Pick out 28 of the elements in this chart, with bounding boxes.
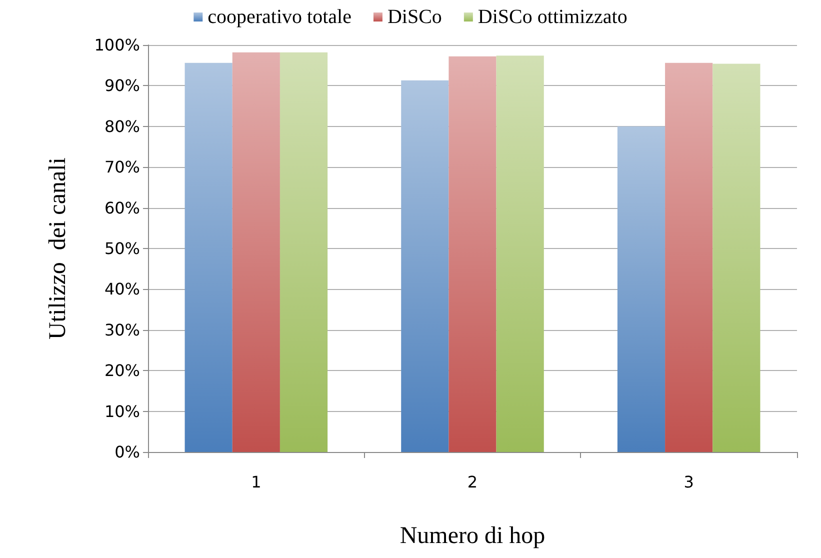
y-tick-label: 70% (104, 158, 140, 177)
x-tick-label: 3 (684, 472, 694, 492)
y-tick-label: 90% (104, 76, 140, 96)
bar (496, 56, 544, 452)
y-tick-label: 10% (104, 402, 140, 421)
legend-label: DiSCo ottimizzato (478, 6, 628, 28)
x-tick-label: 2 (467, 472, 478, 492)
bar (448, 56, 496, 452)
y-axis-title: Utilizzo dei canali (45, 157, 71, 340)
y-tick-label: 80% (104, 116, 140, 136)
legend-label: DiSCo (387, 6, 442, 28)
y-tick-label: 40% (104, 280, 140, 299)
bar (712, 64, 760, 452)
y-tick-label: 50% (104, 239, 140, 258)
bar (401, 80, 449, 452)
bar (184, 62, 232, 452)
x-axis-title: Numero di hop (400, 523, 546, 549)
y-tick-label: 0% (114, 442, 140, 462)
bar (232, 52, 280, 452)
y-tick-label: 100% (94, 36, 140, 54)
x-tick-label: 1 (251, 472, 262, 492)
y-tick-label: 30% (104, 320, 140, 340)
legend-label: cooperativo totale (208, 6, 352, 28)
y-tick-label: 20% (104, 361, 140, 380)
bar (617, 126, 666, 452)
y-tick-label: 60% (104, 198, 140, 218)
bar (280, 52, 328, 452)
bar (665, 62, 713, 452)
